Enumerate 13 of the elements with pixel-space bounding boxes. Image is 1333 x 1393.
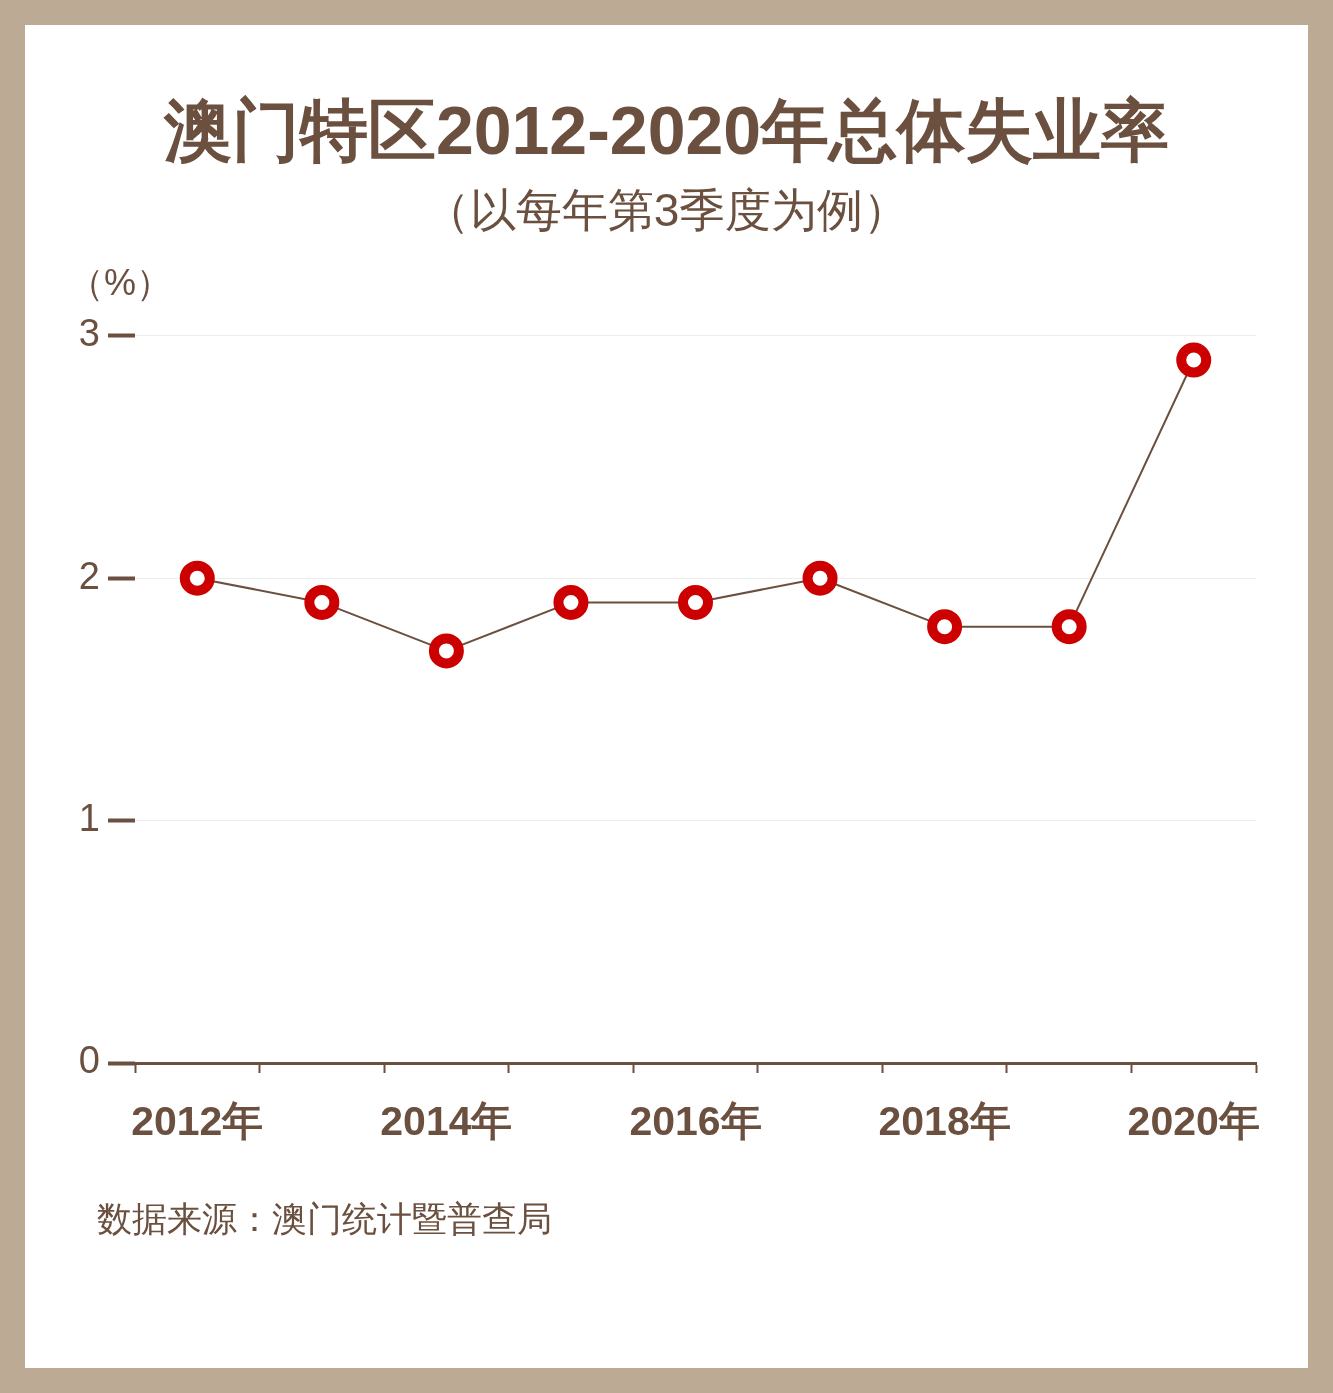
chart-subtitle: （以每年第3季度为例）: [422, 183, 911, 238]
y-tick-label: 3: [78, 312, 100, 355]
x-tick-label: 2018年: [878, 1097, 1011, 1144]
source-note: 数据来源：澳门统计暨普查局: [97, 1198, 552, 1240]
x-tick-label: 2020年: [1127, 1097, 1260, 1144]
x-tick-label: 2014年: [380, 1097, 513, 1144]
y-axis-title: （%）: [68, 262, 173, 303]
y-tick-label: 0: [78, 1039, 100, 1082]
chart-title: 澳门特区2012-2020年总体失业率: [162, 91, 1171, 170]
x-tick-label: 2012年: [131, 1097, 264, 1144]
y-tick-label: 1: [78, 797, 100, 840]
x-tick-label: 2016年: [629, 1097, 762, 1144]
y-tick-label: 2: [78, 554, 100, 597]
